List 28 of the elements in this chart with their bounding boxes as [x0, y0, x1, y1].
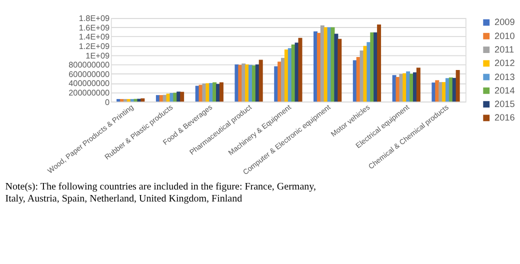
- y-tick-label: 600000000: [68, 70, 110, 79]
- legend-label: 2014: [494, 85, 515, 96]
- bar: [219, 82, 224, 102]
- legend-label: 2013: [494, 72, 515, 82]
- legend-label: 2009: [494, 17, 515, 28]
- bar: [258, 60, 263, 102]
- y-tick-label: 200000000: [68, 88, 110, 98]
- y-tick-label: 0: [105, 98, 110, 107]
- bar: [298, 38, 302, 102]
- legend-label: 2016: [494, 112, 515, 123]
- legend-label: 2011: [494, 44, 514, 54]
- bar: [140, 98, 145, 102]
- legend-label: 2010: [494, 30, 515, 41]
- y-tick-label: 1.4E+09: [78, 32, 110, 42]
- bar: [338, 38, 342, 102]
- y-tick-label: 400000000: [68, 79, 110, 88]
- bar: [180, 92, 184, 102]
- bar: [377, 24, 382, 102]
- legend-label: 2012: [494, 58, 515, 68]
- y-tick-label: 1.2E+09: [78, 42, 110, 52]
- y-tick-label: 1.8E+09: [78, 14, 110, 24]
- y-tick-label: 800000000: [68, 60, 110, 70]
- legend-label: 2015: [494, 99, 515, 110]
- y-tick-label: 1.6E+09: [78, 23, 110, 32]
- text: Note(s): The following countries are included in the figure: France, Germany, Italy, Austria, Spain, Netherland, United Kingdom, Finland: [5, 182, 316, 205]
- bar: [456, 70, 460, 102]
- bar: [416, 68, 420, 102]
- y-tick-label: 1E+09: [86, 51, 110, 60]
